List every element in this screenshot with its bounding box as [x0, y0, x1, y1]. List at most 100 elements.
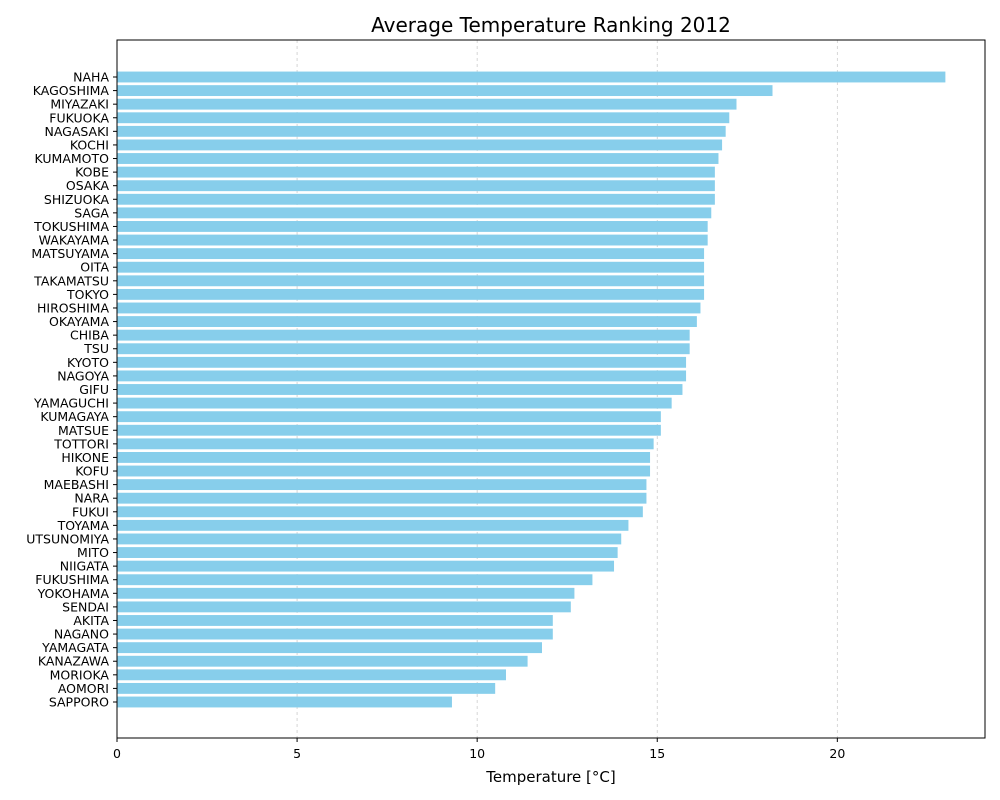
bar-matsuyama: [117, 248, 705, 260]
y-tick-label: KAGOSHIMA: [33, 83, 110, 98]
bar-shizuoka: [117, 193, 715, 205]
bar-tokyo: [117, 288, 705, 300]
bar-gifu: [117, 384, 683, 395]
y-tick-label: KOBE: [75, 165, 109, 180]
y-tick-label: TAKAMATSU: [33, 273, 109, 288]
bar-takamatsu: [117, 275, 705, 287]
bar-nagoya: [117, 370, 687, 382]
bar-osaka: [117, 180, 715, 192]
bar-chiba: [117, 329, 690, 341]
bar-morioka: [117, 669, 506, 681]
y-tick-label: GIFU: [79, 382, 109, 397]
bar-yokohama: [117, 587, 575, 599]
x-tick-label: 20: [829, 746, 845, 761]
bar-yamaguchi: [117, 397, 672, 409]
bar-hikone: [117, 452, 651, 463]
bar-nara: [117, 492, 647, 504]
y-tick-label: MAEBASHI: [44, 477, 109, 492]
bar-kumamoto: [117, 153, 719, 164]
chart-title: Average Temperature Ranking 2012: [371, 13, 731, 37]
y-tick-label: OITA: [80, 260, 109, 275]
bar-sapporo: [117, 696, 452, 708]
y-tick-label: SENDAI: [62, 599, 109, 614]
y-tick-label: NAHA: [73, 70, 109, 85]
bar-maebashi: [117, 479, 647, 491]
bar-sendai: [117, 601, 571, 613]
y-tick-label: KYOTO: [67, 355, 109, 370]
bar-oita: [117, 261, 705, 273]
bar-tokushima: [117, 221, 708, 232]
x-tick-label: 5: [293, 746, 301, 761]
y-tick-label: NAGASAKI: [44, 124, 109, 139]
bar-nagano: [117, 628, 553, 640]
y-tick-label: AOMORI: [58, 681, 109, 696]
y-tick-label: MITO: [77, 545, 109, 560]
y-tick-label: TOTTORI: [53, 436, 109, 451]
bar-niigata: [117, 560, 615, 572]
y-tick-label: NAGOYA: [57, 368, 109, 383]
y-tick-label: KANAZAWA: [38, 654, 110, 669]
bar-fukushima: [117, 574, 593, 586]
bar-yamagata: [117, 642, 542, 654]
y-tick-label: YOKOHAMA: [37, 586, 110, 601]
y-tick-label: KUMAGAYA: [40, 409, 109, 424]
x-tick-label: 0: [113, 746, 121, 761]
y-tick-label: YAMAGATA: [41, 640, 109, 655]
y-tick-labels: NAHAKAGOSHIMAMIYAZAKIFUKUOKANAGASAKIKOCH…: [26, 70, 117, 710]
bar-aomori: [117, 682, 496, 694]
y-tick-label: YAMAGUCHI: [33, 396, 109, 411]
bar-utsunomiya: [117, 533, 622, 545]
y-tick-label: FUKUSHIMA: [35, 572, 109, 587]
bar-fukuoka: [117, 112, 730, 124]
y-tick-label: HIROSHIMA: [37, 300, 109, 315]
bar-tsu: [117, 343, 690, 355]
y-tick-label: KUMAMOTO: [35, 151, 110, 166]
bar-kanazawa: [117, 655, 528, 667]
x-tick-label: 15: [649, 746, 665, 761]
y-tick-label: CHIBA: [70, 328, 109, 343]
bar-hiroshima: [117, 302, 701, 314]
y-tick-label: FUKUOKA: [49, 110, 109, 125]
bar-kofu: [117, 465, 651, 477]
bar-tottori: [117, 438, 654, 450]
bar-okayama: [117, 316, 697, 327]
y-tick-label: TSU: [83, 341, 109, 356]
y-tick-label: SAPPORO: [49, 695, 109, 710]
bar-akita: [117, 615, 553, 626]
y-tick-label: TOKYO: [66, 287, 109, 302]
bar-naha: [117, 71, 946, 83]
y-tick-label: NARA: [74, 491, 109, 506]
y-tick-label: KOFU: [75, 464, 109, 479]
bar-toyama: [117, 519, 629, 531]
x-tick-label: 10: [469, 746, 485, 761]
bar-nagasaki: [117, 125, 726, 137]
x-axis-label: Temperature [°C]: [485, 768, 615, 786]
bar-wakayama: [117, 234, 708, 246]
x-tick-labels: 0 5 10 15 20: [113, 738, 845, 761]
y-tick-label: OKAYAMA: [49, 314, 109, 329]
y-tick-label: MORIOKA: [50, 667, 110, 682]
y-tick-label: UTSUNOMIYA: [26, 531, 109, 546]
bar-matsue: [117, 424, 661, 436]
bars: [117, 71, 946, 708]
y-tick-label: MATSUYAMA: [31, 246, 109, 261]
bar-kumagaya: [117, 411, 661, 423]
y-tick-label: FUKUI: [72, 504, 109, 519]
y-tick-label: TOKUSHIMA: [33, 219, 109, 234]
bar-miyazaki: [117, 98, 737, 110]
y-tick-label: HIKONE: [61, 450, 109, 465]
y-tick-label: OSAKA: [66, 178, 110, 193]
y-tick-label: SAGA: [74, 205, 109, 220]
y-tick-label: WAKAYAMA: [39, 233, 110, 248]
bar-fukui: [117, 506, 643, 518]
y-tick-label: NAGANO: [54, 627, 109, 642]
bar-kochi: [117, 139, 723, 151]
bar-kagoshima: [117, 85, 773, 97]
y-tick-label: MIYAZAKI: [50, 97, 109, 112]
bar-mito: [117, 547, 618, 558]
y-tick-label: KOCHI: [70, 137, 109, 152]
y-tick-label: TOYAMA: [57, 518, 110, 533]
y-tick-label: AKITA: [73, 613, 109, 628]
